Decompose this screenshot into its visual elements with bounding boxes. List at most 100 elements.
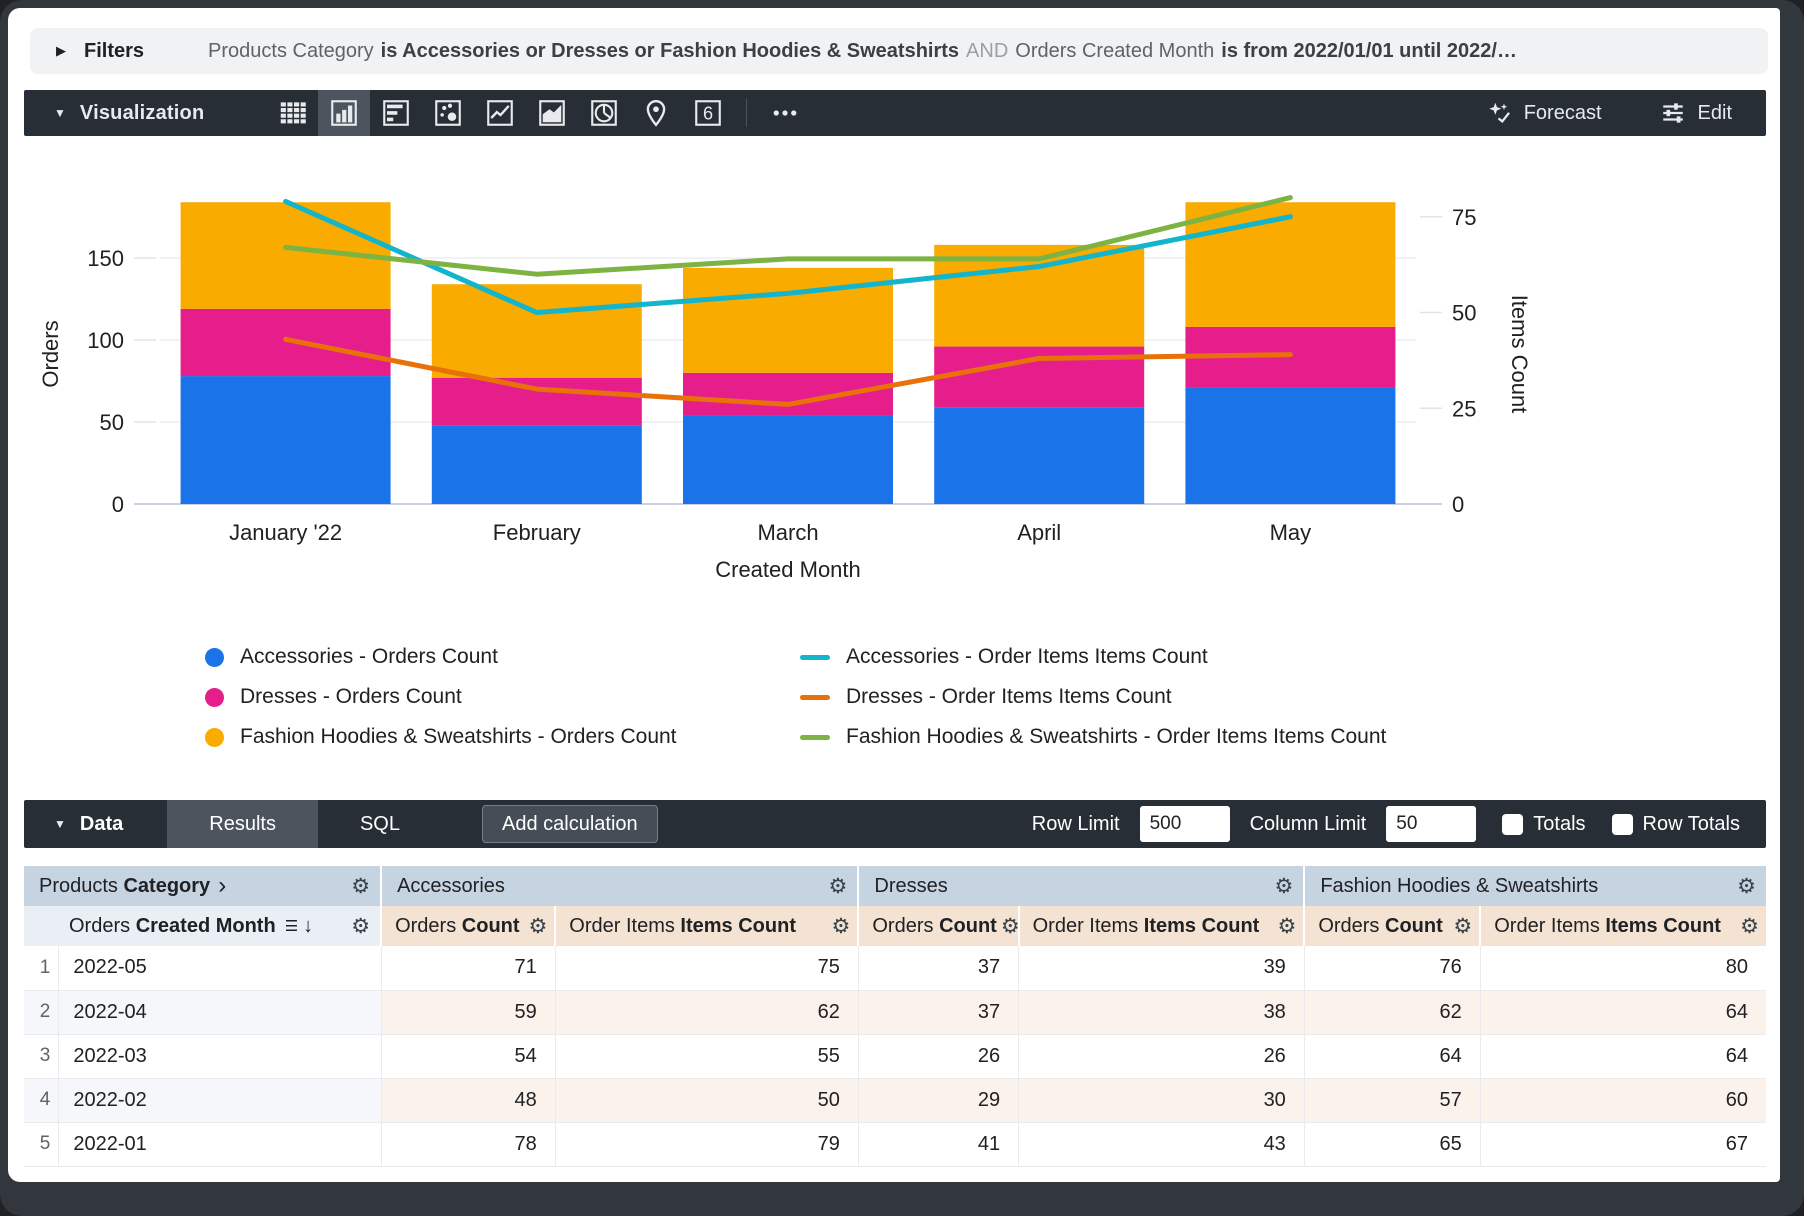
- table-viz-button[interactable]: [266, 90, 318, 136]
- bar-chart-viz-button[interactable]: [370, 90, 422, 136]
- bar-segment[interactable]: [683, 372, 893, 416]
- month-cell[interactable]: 2022-04: [58, 990, 382, 1035]
- value-cell[interactable]: 37: [858, 946, 1020, 991]
- month-cell[interactable]: 2022-05: [58, 946, 382, 991]
- legend-item[interactable]: Dresses - Orders Count: [205, 684, 800, 710]
- orders-count-header[interactable]: Orders Count ⚙: [1304, 906, 1482, 946]
- value-cell[interactable]: 26: [858, 1034, 1020, 1079]
- scatter-chart-viz-button[interactable]: [422, 90, 474, 136]
- column-chart-viz-button[interactable]: [318, 90, 371, 136]
- month-cell[interactable]: 2022-01: [58, 1122, 382, 1167]
- line-series[interactable]: [283, 198, 1293, 315]
- gear-icon[interactable]: ⚙: [351, 914, 371, 938]
- gear-icon[interactable]: ⚙: [1737, 874, 1756, 898]
- value-cell[interactable]: 64: [1304, 1034, 1481, 1079]
- value-cell[interactable]: 79: [555, 1122, 859, 1167]
- month-cell[interactable]: 2022-02: [58, 1078, 382, 1123]
- bar-segment[interactable]: [431, 377, 642, 426]
- forecast-button[interactable]: Forecast: [1486, 100, 1602, 126]
- value-cell[interactable]: 43: [1018, 1122, 1305, 1167]
- value-cell[interactable]: 64: [1480, 990, 1766, 1035]
- products-category-header[interactable]: Products Category › ⚙: [24, 866, 383, 906]
- value-cell[interactable]: 54: [381, 1034, 556, 1079]
- bar-segment[interactable]: [934, 244, 1145, 347]
- gear-icon[interactable]: ⚙: [1274, 874, 1294, 898]
- legend-item[interactable]: Accessories - Order Items Items Count: [800, 644, 1780, 670]
- value-cell[interactable]: 30: [1018, 1078, 1305, 1123]
- gear-icon[interactable]: ⚙: [1277, 914, 1297, 938]
- gear-icon[interactable]: ⚙: [1000, 914, 1019, 938]
- bar-segment[interactable]: [431, 284, 642, 378]
- bar-segment[interactable]: [934, 407, 1145, 504]
- gear-icon[interactable]: ⚙: [828, 874, 848, 898]
- value-cell[interactable]: 71: [381, 946, 556, 991]
- value-cell[interactable]: 41: [858, 1122, 1020, 1167]
- legend-item[interactable]: Dresses - Order Items Items Count: [800, 684, 1780, 710]
- month-cell[interactable]: 2022-03: [58, 1034, 382, 1079]
- legend-item[interactable]: Fashion Hoodies & Sweatshirts - Order It…: [800, 724, 1780, 750]
- row-totals-checkbox[interactable]: [1611, 813, 1633, 835]
- value-cell[interactable]: 50: [555, 1078, 859, 1123]
- value-cell[interactable]: 80: [1480, 946, 1766, 991]
- filters-expand-icon[interactable]: ▶: [56, 43, 66, 58]
- filters-bar[interactable]: ▶ Filters Products Category is Accessorie…: [30, 28, 1768, 74]
- orders-count-header[interactable]: Orders Count ⚙: [381, 906, 557, 946]
- edit-button[interactable]: Edit: [1660, 100, 1732, 126]
- combo-chart[interactable]: 0 50 100 150 0 25 50 75 January '22 February March…: [8, 136, 1780, 606]
- value-cell[interactable]: 26: [1018, 1034, 1305, 1079]
- bar-segment[interactable]: [180, 376, 391, 504]
- data-collapse-icon[interactable]: ▼: [54, 817, 66, 831]
- legend-item[interactable]: Fashion Hoodies & Sweatshirts - Orders C…: [205, 724, 800, 750]
- subtotal-icon[interactable]: ☰: [284, 918, 299, 935]
- visualization-collapse-icon[interactable]: ▼: [54, 106, 66, 120]
- bar-segment[interactable]: [1185, 202, 1396, 327]
- bar-segment[interactable]: [431, 425, 642, 504]
- orders-created-month-header[interactable]: Orders Created Month ☰ ↓ ⚙: [24, 906, 383, 946]
- pie-chart-viz-button[interactable]: [578, 90, 630, 136]
- value-cell[interactable]: 64: [1480, 1034, 1766, 1079]
- order-items-items-count-header[interactable]: Order Items Items Count ⚙: [1480, 906, 1766, 946]
- value-cell[interactable]: 39: [1018, 946, 1305, 991]
- bar-segment[interactable]: [1185, 387, 1396, 504]
- tab-results[interactable]: Results: [167, 800, 318, 848]
- value-cell[interactable]: 76: [1304, 946, 1481, 991]
- pivot-value-header[interactable]: Dresses ⚙: [858, 866, 1306, 906]
- value-cell[interactable]: 38: [1018, 990, 1305, 1035]
- map-pin-viz-button[interactable]: [630, 90, 682, 136]
- value-cell[interactable]: 29: [858, 1078, 1020, 1123]
- value-cell[interactable]: 75: [555, 946, 859, 991]
- value-cell[interactable]: 65: [1304, 1122, 1481, 1167]
- value-cell[interactable]: 60: [1480, 1078, 1766, 1123]
- value-cell[interactable]: 59: [381, 990, 556, 1035]
- value-cell[interactable]: 78: [381, 1122, 556, 1167]
- gear-icon[interactable]: ⚙: [831, 914, 851, 938]
- value-cell[interactable]: 57: [1304, 1078, 1481, 1123]
- single-value-viz-button[interactable]: 6: [682, 90, 734, 136]
- legend-item[interactable]: Accessories - Orders Count: [205, 644, 800, 670]
- sort-descending-icon[interactable]: ↓: [303, 914, 314, 937]
- chevron-right-icon[interactable]: ›: [218, 872, 227, 899]
- orders-count-header[interactable]: Orders Count ⚙: [858, 906, 1020, 946]
- pivot-value-header[interactable]: Accessories ⚙: [381, 866, 860, 906]
- value-cell[interactable]: 37: [858, 990, 1020, 1035]
- gear-icon[interactable]: ⚙: [528, 914, 548, 938]
- gear-icon[interactable]: ⚙: [351, 874, 371, 898]
- line-series[interactable]: [283, 195, 1293, 277]
- value-cell[interactable]: 62: [555, 990, 859, 1035]
- area-chart-viz-button[interactable]: [526, 90, 578, 136]
- row-limit-input[interactable]: [1139, 806, 1230, 842]
- line-chart-viz-button[interactable]: [474, 90, 526, 136]
- gear-icon[interactable]: ⚙: [1453, 914, 1473, 938]
- gear-icon[interactable]: ⚙: [1740, 914, 1759, 938]
- bar-segment[interactable]: [683, 415, 893, 504]
- value-cell[interactable]: 48: [381, 1078, 556, 1123]
- value-cell[interactable]: 62: [1304, 990, 1481, 1035]
- column-limit-input[interactable]: [1386, 806, 1477, 842]
- value-cell[interactable]: 55: [555, 1034, 859, 1079]
- more-viz-button[interactable]: [759, 90, 811, 136]
- order-items-items-count-header[interactable]: Order Items Items Count ⚙: [1018, 906, 1306, 946]
- pivot-value-header[interactable]: Fashion Hoodies & Sweatshirts ⚙: [1304, 866, 1766, 906]
- totals-checkbox[interactable]: [1502, 813, 1524, 835]
- line-series[interactable]: [283, 336, 1293, 407]
- tab-sql[interactable]: SQL: [359, 812, 400, 835]
